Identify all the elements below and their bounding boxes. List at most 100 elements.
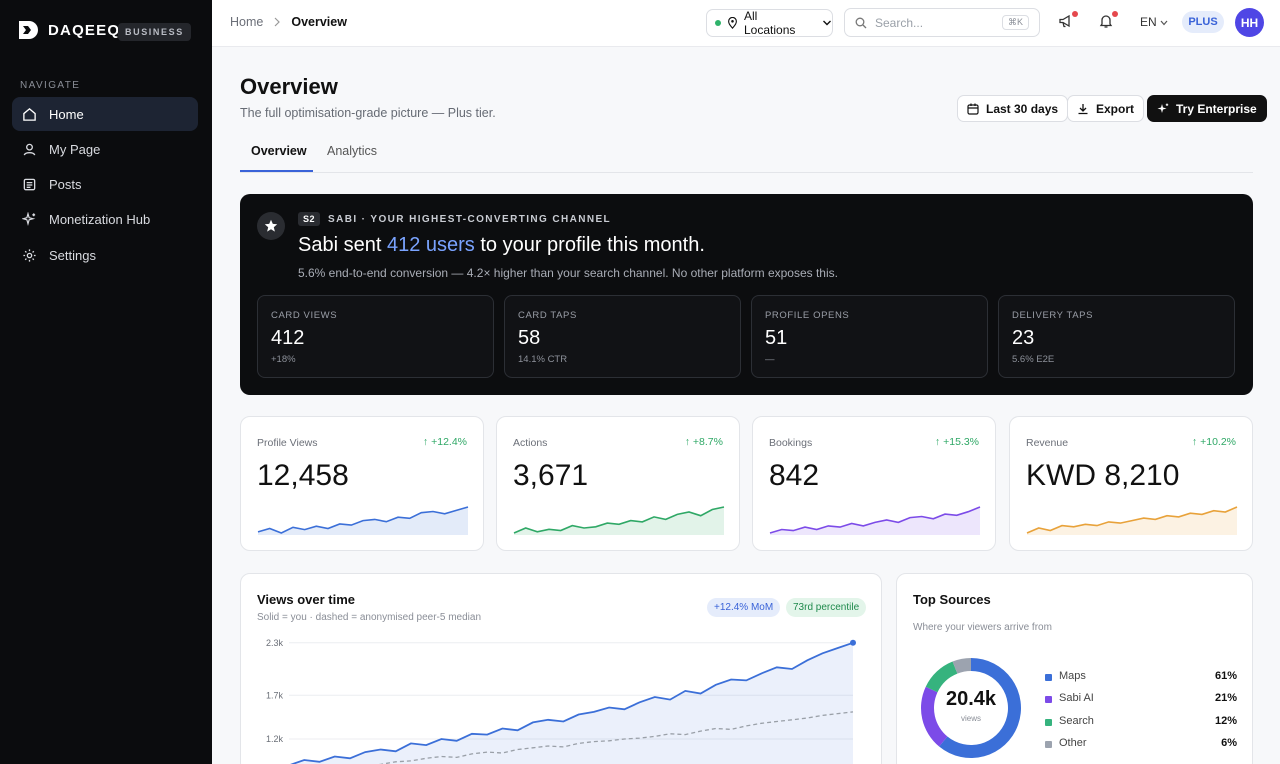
sidebar-item-posts[interactable]: Posts bbox=[12, 167, 198, 201]
donut-slice-maps bbox=[939, 658, 1021, 758]
page-title: Overview bbox=[240, 74, 338, 99]
sparkline-area bbox=[770, 507, 980, 535]
donut-slice-search bbox=[925, 661, 958, 693]
top-sources-card: Top Sources Where your viewers arrive fr… bbox=[896, 573, 1253, 764]
megaphone-icon bbox=[1059, 14, 1070, 28]
series-line-you bbox=[289, 641, 854, 764]
notification-dot bbox=[1072, 11, 1078, 17]
legend-label: Search bbox=[1059, 715, 1094, 727]
search-input[interactable]: Search... ⌘K bbox=[844, 8, 1040, 37]
topbar: Home Overview All Locations Search... ⌘K… bbox=[212, 0, 1280, 47]
sidebar-item-monetization-hub[interactable]: Monetization Hub bbox=[12, 202, 198, 236]
business-badge: BUSINESS bbox=[118, 23, 191, 41]
sidebar: DAQEEQ BUSINESS NAVIGATE Home My Page Po… bbox=[0, 0, 212, 764]
stat-card-views: CARD VIEWS 412 +18% bbox=[257, 295, 494, 378]
card-title: Views over time bbox=[257, 592, 356, 607]
arrow-up-icon: ↑ bbox=[934, 436, 941, 448]
bell-icon bbox=[1099, 15, 1113, 28]
legend-percent: 61% bbox=[1214, 670, 1237, 682]
hero-headline-highlight: 412 users bbox=[386, 234, 475, 256]
metric-value: 12,458 bbox=[257, 459, 349, 492]
calendar-icon bbox=[967, 103, 979, 115]
hero-headline-pre: Sabi sent bbox=[298, 234, 387, 256]
stat-label: CARD VIEWS bbox=[271, 310, 338, 321]
donut-slice-other bbox=[952, 658, 971, 674]
metric-card-bookings[interactable]: Bookings ↑ +15.3% 842 bbox=[752, 416, 996, 551]
avatar[interactable]: HH bbox=[1235, 8, 1264, 37]
breadcrumb-current: Overview bbox=[291, 15, 347, 29]
views-over-time-card: Views over time Solid = you · dashed = a… bbox=[240, 573, 882, 764]
metric-card-profile-views[interactable]: Profile Views ↑ +12.4% 12,458 bbox=[240, 416, 484, 551]
language-selector[interactable]: EN bbox=[1140, 15, 1168, 29]
percentile-badge: 73rd percentile bbox=[786, 598, 867, 617]
brand-logo[interactable]: DAQEEQ bbox=[18, 20, 120, 40]
sidebar-item-label: Posts bbox=[49, 176, 82, 192]
legend-swatch bbox=[1045, 696, 1052, 703]
legend-swatch bbox=[1045, 741, 1052, 748]
metric-value: 842 bbox=[769, 459, 820, 492]
hero-tag: S2 SABI · YOUR HIGHEST-CONVERTING CHANNE… bbox=[298, 212, 611, 226]
breadcrumb: Home Overview bbox=[230, 15, 347, 29]
arrow-up-icon: ↑ bbox=[1191, 436, 1198, 448]
sidebar-item-label: Home bbox=[49, 106, 84, 122]
stat-value: 412 bbox=[271, 327, 305, 349]
date-range-label: Last 30 days bbox=[986, 101, 1059, 116]
star-badge bbox=[257, 212, 285, 240]
metric-change: ↑ +12.4% bbox=[423, 436, 467, 448]
chevron-down-icon bbox=[823, 20, 832, 26]
card-subtitle: Solid = you · dashed = anonymised peer-5… bbox=[257, 612, 482, 623]
hero-headline-post: to your profile this month. bbox=[474, 234, 705, 256]
metric-value: 3,671 bbox=[513, 459, 589, 492]
card-subtitle: Where your viewers arrive from bbox=[913, 622, 1052, 633]
stat-delivery-taps: DELIVERY TAPS 23 5.6% E2E bbox=[998, 295, 1235, 378]
metric-card-actions[interactable]: Actions ↑ +8.7% 3,671 bbox=[496, 416, 740, 551]
sidebar-item-my-page[interactable]: My Page bbox=[12, 132, 198, 166]
download-icon bbox=[1078, 103, 1088, 114]
hero-tag-badge: S2 bbox=[298, 212, 321, 226]
search-icon bbox=[855, 17, 867, 28]
sidebar-item-label: Settings bbox=[49, 247, 96, 263]
metric-change: ↑ +15.3% bbox=[935, 436, 979, 448]
sidebar-item-home[interactable]: Home bbox=[12, 97, 198, 131]
metric-value: KWD 8,210 bbox=[1026, 459, 1180, 492]
sidebar-item-settings[interactable]: Settings bbox=[12, 238, 198, 272]
export-button[interactable]: Export bbox=[1067, 95, 1145, 122]
metric-label: Revenue bbox=[1026, 437, 1069, 449]
series-end-point bbox=[850, 639, 856, 646]
donut-slice-sabi-ai bbox=[921, 686, 948, 747]
metric-change: ↑ +8.7% bbox=[685, 436, 723, 448]
y-tick-label: 1.2k bbox=[266, 734, 284, 744]
sparkle-icon bbox=[22, 211, 36, 226]
notification-dot bbox=[1112, 11, 1118, 17]
try-enterprise-button[interactable]: Try Enterprise bbox=[1147, 95, 1267, 122]
notifications-button[interactable] bbox=[1098, 11, 1118, 31]
logo-icon bbox=[19, 21, 38, 39]
stat-label: CARD TAPS bbox=[518, 310, 577, 321]
metric-card-revenue[interactable]: Revenue ↑ +10.2% KWD 8,210 bbox=[1009, 416, 1253, 551]
try-enterprise-label: Try Enterprise bbox=[1176, 101, 1257, 116]
sparkline bbox=[1026, 506, 1238, 535]
stat-value: 23 bbox=[1012, 327, 1035, 349]
tab-overview[interactable]: Overview bbox=[251, 144, 307, 158]
user-icon bbox=[23, 143, 36, 155]
stat-sub: 14.1% CTR bbox=[518, 354, 568, 365]
breadcrumb-home[interactable]: Home bbox=[230, 15, 264, 29]
card-title: Top Sources bbox=[913, 592, 991, 607]
tab-bar: Overview Analytics bbox=[240, 138, 1253, 173]
star-icon bbox=[264, 219, 278, 232]
sparkline-area bbox=[514, 507, 724, 535]
metric-change: ↑ +10.2% bbox=[1192, 436, 1236, 448]
legend-percent: 6% bbox=[1221, 737, 1237, 749]
sources-donut-chart bbox=[921, 658, 1021, 758]
tab-analytics[interactable]: Analytics bbox=[327, 144, 378, 158]
plan-badge[interactable]: PLUS bbox=[1182, 11, 1224, 33]
legend-label: Maps bbox=[1059, 670, 1086, 682]
location-selector[interactable]: All Locations bbox=[706, 9, 833, 37]
sparkline bbox=[513, 506, 725, 535]
date-range-button[interactable]: Last 30 days bbox=[957, 95, 1069, 122]
series-area-you bbox=[292, 642, 853, 764]
chevron-right-icon bbox=[274, 17, 281, 27]
arrow-up-icon: ↑ bbox=[684, 436, 690, 448]
announcements-button[interactable] bbox=[1058, 11, 1078, 31]
stat-label: DELIVERY TAPS bbox=[1012, 310, 1094, 321]
